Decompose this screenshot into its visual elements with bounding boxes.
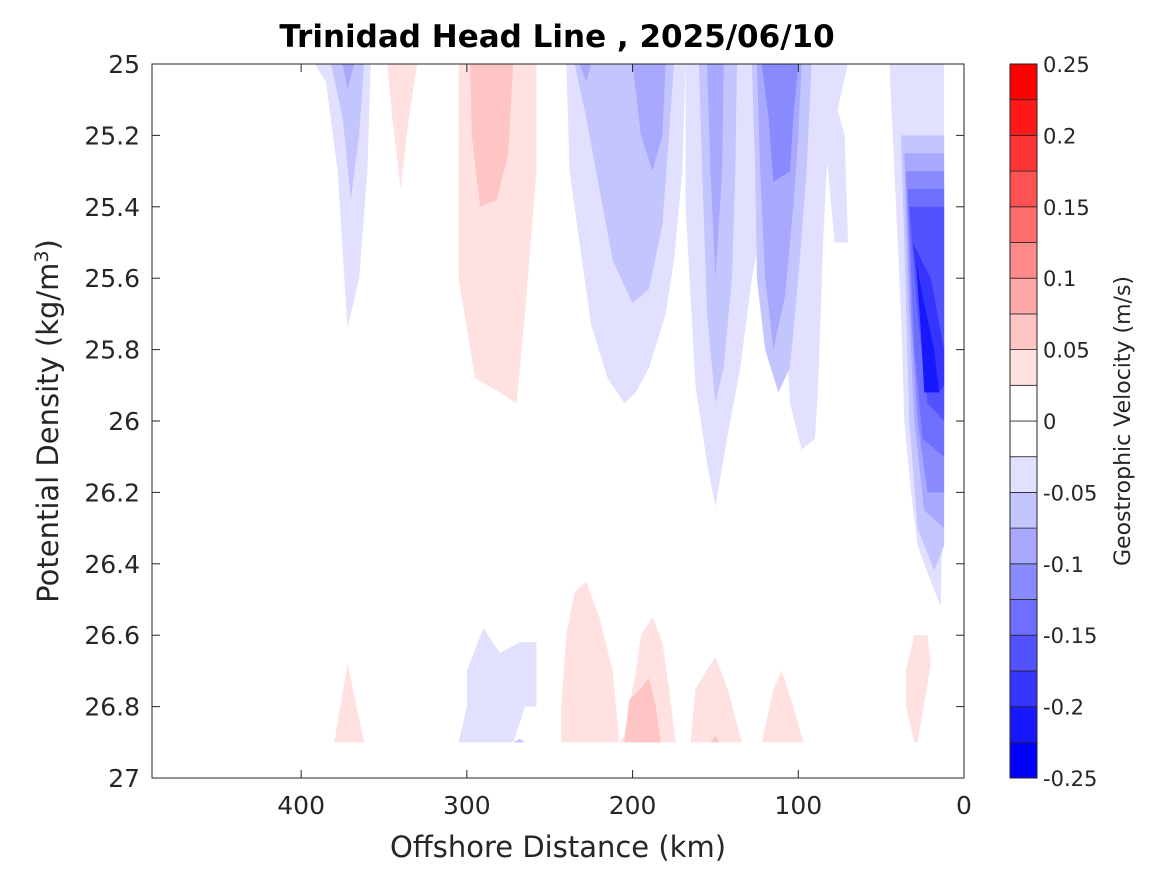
colorbar-tick-label: -0.2 (1043, 696, 1084, 720)
y-tick-label: 26 (108, 407, 140, 436)
colorbar-segment (1009, 63, 1038, 101)
colorbar-tick-label: -0.25 (1043, 767, 1097, 791)
colorbar-segment (1009, 134, 1038, 172)
contour-region-neg_8 (915, 260, 940, 393)
x-axis-label: Offshore Distance (km) (390, 830, 726, 864)
colorbar-segment (1009, 456, 1038, 493)
colorbar-segment (1009, 563, 1038, 600)
colorbar-segment (1009, 170, 1038, 208)
contour-region-neg_4 (761, 64, 799, 182)
x-tick-label: 100 (774, 791, 822, 820)
contour-region-neg_2 (513, 738, 525, 743)
colorbar-segment (1009, 491, 1038, 529)
x-tick-label: 0 (956, 791, 972, 820)
colorbar-segment (1009, 706, 1038, 743)
colorbar-tick-label: 0.1 (1043, 267, 1076, 291)
colorbar-ticks: 0.25 0.2 0.15 0.1 0.05 0 -0.05 -0.1 -0.15 -0.2 -0.… (1043, 53, 1097, 791)
x-axis-ticks: 400 300 200 100 0 (277, 64, 972, 820)
colorbar-segment (1009, 206, 1038, 243)
colorbar-tick-label: 0.25 (1043, 53, 1090, 77)
contour-region-neg_3 (632, 64, 666, 172)
colorbar-segment (1009, 634, 1038, 672)
colorbar-tick-label: 0.2 (1043, 124, 1076, 148)
contour-region-pos_1 (906, 635, 931, 743)
contour-region-pos_2 (710, 735, 719, 743)
contour-region-pos_1 (334, 663, 365, 743)
x-tick-label: 300 (443, 791, 491, 820)
colorbar-tick-label: 0.05 (1043, 339, 1090, 363)
contour-region-neg_3 (342, 64, 355, 89)
contour-region-pos_1 (387, 64, 418, 189)
contour-layer (314, 64, 945, 743)
contour-region-pos_1 (761, 670, 804, 743)
contour-region-pos_1 (561, 581, 676, 743)
y-axis-label: Potential Density (kg/m3) (31, 239, 65, 603)
colorbar-segment (1009, 99, 1038, 136)
contour-region-neg_3 (707, 64, 724, 279)
colorbar-segment (1009, 349, 1038, 386)
colorbar-label: Geostrophic Velocity (m/s) (1111, 276, 1136, 566)
y-tick-label: 26.4 (84, 550, 140, 579)
contour-region-neg_1 (458, 628, 537, 743)
chart-title: Trinidad Head Line , 2025/06/10 (279, 19, 834, 55)
y-tick-label: 26.2 (84, 478, 140, 507)
colorbar-segment (1009, 741, 1038, 779)
y-axis-label-main: Potential Density (kg/m (31, 263, 65, 603)
colorbar-segment (1009, 670, 1038, 708)
colorbar-segment (1009, 313, 1038, 350)
colorbar-frame (1009, 63, 1038, 779)
colorbar-segment (1009, 599, 1038, 636)
y-tick-label: 25.8 (84, 336, 140, 365)
contour-region-pos_1 (690, 656, 742, 743)
colorbar-tick-label: 0.15 (1043, 196, 1090, 220)
colorbar-segment (1009, 277, 1038, 315)
contour-region-neg_3 (579, 64, 592, 82)
y-tick-label: 25.4 (84, 193, 140, 222)
colorbar-segment (1009, 527, 1038, 565)
colorbar-segment (1009, 420, 1038, 458)
colorbar-tick-label: -0.05 (1043, 481, 1097, 505)
colorbar-tick-label: 0 (1043, 410, 1056, 434)
contour-region-pos_2 (624, 678, 661, 743)
colorbar-tick-label: -0.1 (1043, 553, 1084, 577)
y-axis-ticks: 25 25.2 25.4 25.6 25.8 26 26.2 26.4 26.6 26.8 27 (84, 50, 964, 793)
x-tick-label: 200 (609, 791, 657, 820)
y-tick-label: 27 (108, 764, 140, 793)
y-tick-label: 26.6 (84, 621, 140, 650)
contour-region-neg_7 (912, 242, 945, 393)
colorbar-segment (1009, 242, 1038, 279)
colorbar-tick-label: -0.15 (1043, 624, 1097, 648)
y-axis-label-superscript: 3 (31, 250, 53, 262)
y-tick-label: 25.2 (84, 121, 140, 150)
y-tick-label: 26.8 (84, 693, 140, 722)
x-tick-label: 400 (277, 791, 325, 820)
contour-region-neg_2 (331, 64, 365, 200)
colorbar (1009, 63, 1038, 779)
contour-region-pos_2 (470, 64, 514, 207)
colorbar-segment (1009, 384, 1038, 422)
y-axis-label-close: ) (31, 239, 65, 250)
contour-region-neg_1 (823, 64, 848, 243)
y-tick-label: 25.6 (84, 264, 140, 293)
y-tick-label: 25 (108, 50, 140, 79)
